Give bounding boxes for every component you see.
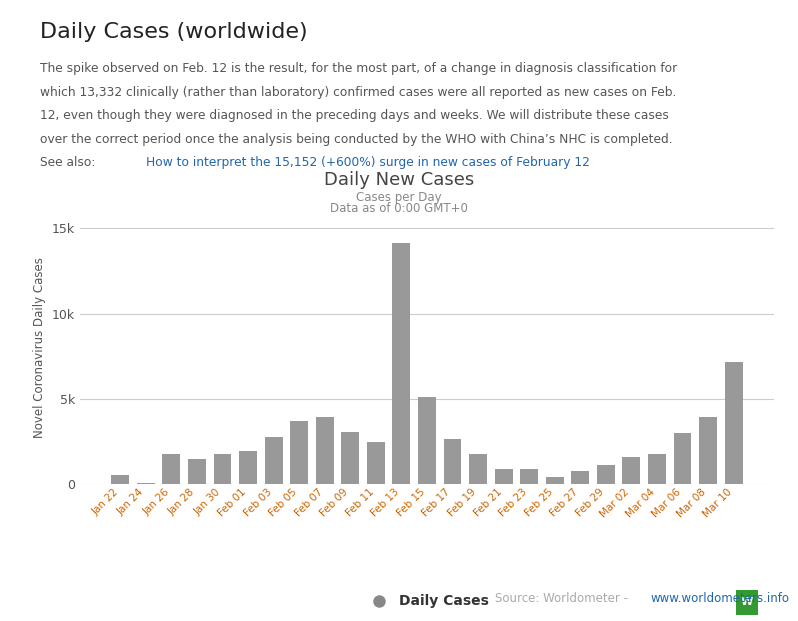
Bar bbox=[622, 457, 640, 484]
Bar bbox=[239, 450, 257, 484]
Text: which 13,332 clinically (rather than laboratory) confirmed cases were all report: which 13,332 clinically (rather than lab… bbox=[40, 86, 676, 99]
Text: 12, even though they were diagnosed in the preceding days and weeks. We will dis: 12, even though they were diagnosed in t… bbox=[40, 109, 669, 122]
Text: Source: Worldometer -: Source: Worldometer - bbox=[495, 592, 631, 605]
Bar bbox=[546, 477, 563, 484]
Bar bbox=[290, 421, 308, 484]
Text: over the correct period once the analysis being conducted by the WHO with China’: over the correct period once the analysi… bbox=[40, 133, 673, 146]
Bar bbox=[367, 442, 385, 484]
Bar bbox=[418, 397, 436, 484]
Bar bbox=[699, 417, 717, 484]
Bar bbox=[597, 465, 614, 484]
Bar bbox=[316, 417, 334, 484]
Bar bbox=[444, 439, 461, 484]
Bar bbox=[265, 437, 282, 484]
Bar bbox=[188, 460, 206, 484]
Text: Daily Cases (worldwide): Daily Cases (worldwide) bbox=[40, 22, 307, 42]
Text: W: W bbox=[741, 597, 753, 607]
Bar bbox=[571, 471, 589, 484]
Text: Cases per Day: Cases per Day bbox=[356, 191, 442, 204]
Text: See also:: See also: bbox=[40, 156, 99, 170]
Bar bbox=[469, 455, 487, 484]
Bar bbox=[112, 475, 129, 484]
Text: Data as of 0:00 GMT+0: Data as of 0:00 GMT+0 bbox=[330, 202, 468, 215]
Bar bbox=[520, 469, 538, 484]
Text: www.worldometers.info: www.worldometers.info bbox=[650, 592, 789, 605]
Legend: Daily Cases: Daily Cases bbox=[360, 589, 494, 614]
Bar bbox=[214, 454, 231, 484]
Bar bbox=[342, 432, 359, 484]
Bar bbox=[725, 362, 742, 484]
Text: The spike observed on Feb. 12 is the result, for the most part, of a change in d: The spike observed on Feb. 12 is the res… bbox=[40, 62, 678, 75]
Bar bbox=[393, 243, 410, 484]
Y-axis label: Novel Coronavirus Daily Cases: Novel Coronavirus Daily Cases bbox=[34, 257, 46, 438]
Text: How to interpret the 15,152 (+600%) surge in new cases of February 12: How to interpret the 15,152 (+600%) surg… bbox=[146, 156, 590, 170]
Bar bbox=[674, 433, 691, 484]
Bar bbox=[163, 454, 180, 484]
Text: Daily New Cases: Daily New Cases bbox=[324, 171, 474, 189]
Bar bbox=[648, 454, 666, 484]
Bar bbox=[495, 469, 512, 484]
Bar bbox=[137, 483, 155, 484]
